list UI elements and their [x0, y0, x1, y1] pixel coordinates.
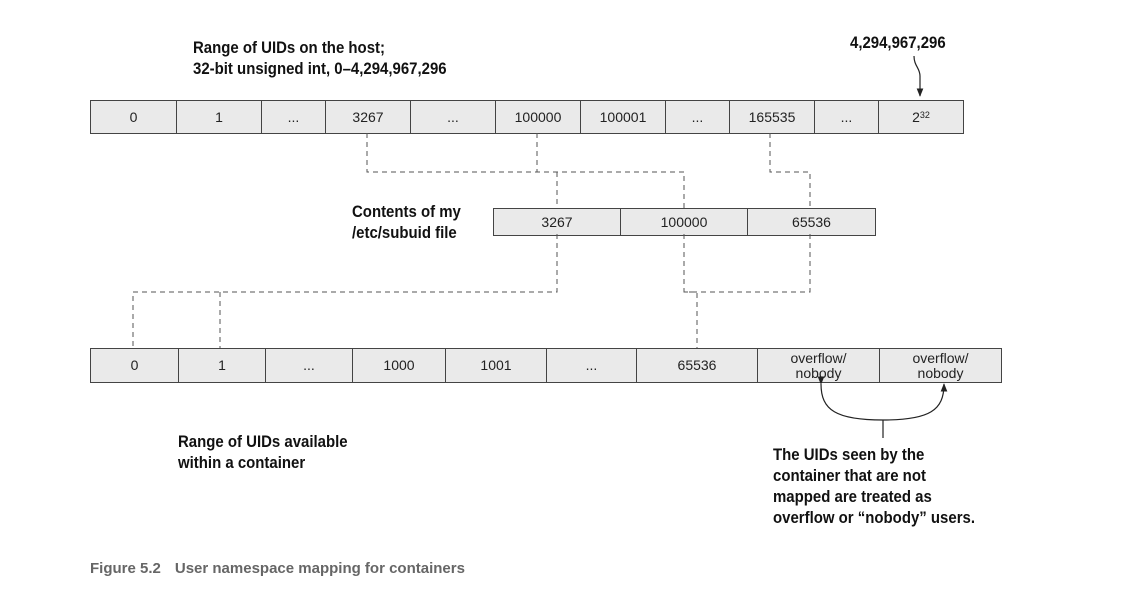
overflow-cell-line1: overflow/ — [790, 349, 847, 366]
host-cell-max: 2 32 — [879, 101, 963, 133]
host-cell: 3267 — [326, 101, 411, 133]
overflow-note-line1: The UIDs seen by the — [773, 445, 925, 464]
overflow-note-line2: container that are not — [773, 466, 926, 485]
host-cell-max-exponent: 32 — [919, 109, 930, 120]
figure-caption-text: User namespace mapping for containers — [174, 560, 465, 577]
container-cell: 1000 — [353, 349, 446, 382]
subuid-label-line2: /etc/subuid file — [352, 223, 457, 242]
container-range-label: Range of UIDs available within a contain… — [178, 431, 348, 473]
max-uid-callout-arrow — [913, 55, 924, 97]
host-cell: ... — [262, 101, 326, 133]
container-cell: 1001 — [446, 349, 547, 382]
host-range-label-line1: Range of UIDs on the host; — [193, 38, 385, 57]
overflow-cell-line2: nobody — [795, 364, 842, 381]
container-uid-row: 0 1 ... 1000 1001 ... 65536 overflow/ no… — [90, 348, 1002, 383]
figure-caption: Figure 5.2 User namespace mapping for con… — [90, 560, 465, 577]
subuid-cell-start: 3267 — [494, 209, 621, 235]
overflow-note-line3: mapped are treated as — [773, 487, 932, 506]
host-cell: ... — [411, 101, 496, 133]
overflow-brace — [817, 376, 948, 421]
container-range-label-line2: within a container — [178, 453, 306, 472]
host-uid-row: 0 1 ... 3267 ... 100000 100001 ... 16553… — [90, 100, 964, 134]
container-cell: ... — [547, 349, 637, 382]
container-range-label-line1: Range of UIDs available — [178, 432, 348, 451]
host-cell-max-base: 2 — [912, 108, 920, 125]
max-uid-callout: 4,294,967,296 — [850, 33, 946, 52]
host-cell: ... — [666, 101, 730, 133]
host-cell: 1 — [177, 101, 262, 133]
overflow-note: The UIDs seen by the container that are … — [773, 444, 975, 528]
host-range-label-line2: 32-bit unsigned int, 0–4,294,967,296 — [193, 59, 447, 78]
figure-number: Figure 5.2 — [90, 560, 161, 577]
subuid-label: Contents of my /etc/subuid file — [352, 201, 461, 243]
subuid-cell-count: 65536 — [748, 209, 875, 235]
overflow-cell-line2: nobody — [917, 364, 964, 381]
host-cell: 0 — [91, 101, 177, 133]
overflow-note-line4: overflow or “nobody” users. — [773, 508, 976, 527]
host-cell: ... — [815, 101, 879, 133]
container-cell: 1 — [179, 349, 266, 382]
host-to-subuid-dashes — [366, 133, 811, 208]
overflow-cell-line1: overflow/ — [912, 349, 969, 366]
subuid-to-container-dashes — [132, 234, 811, 348]
host-range-label: Range of UIDs on the host; 32-bit unsign… — [193, 37, 447, 79]
subuid-label-line1: Contents of my — [352, 202, 461, 221]
subuid-cell-host-start: 100000 — [621, 209, 748, 235]
host-cell: 100001 — [581, 101, 666, 133]
container-cell: 0 — [91, 349, 179, 382]
container-cell: 65536 — [637, 349, 758, 382]
container-cell: ... — [266, 349, 353, 382]
host-cell: 165535 — [730, 101, 815, 133]
host-cell: 100000 — [496, 101, 581, 133]
